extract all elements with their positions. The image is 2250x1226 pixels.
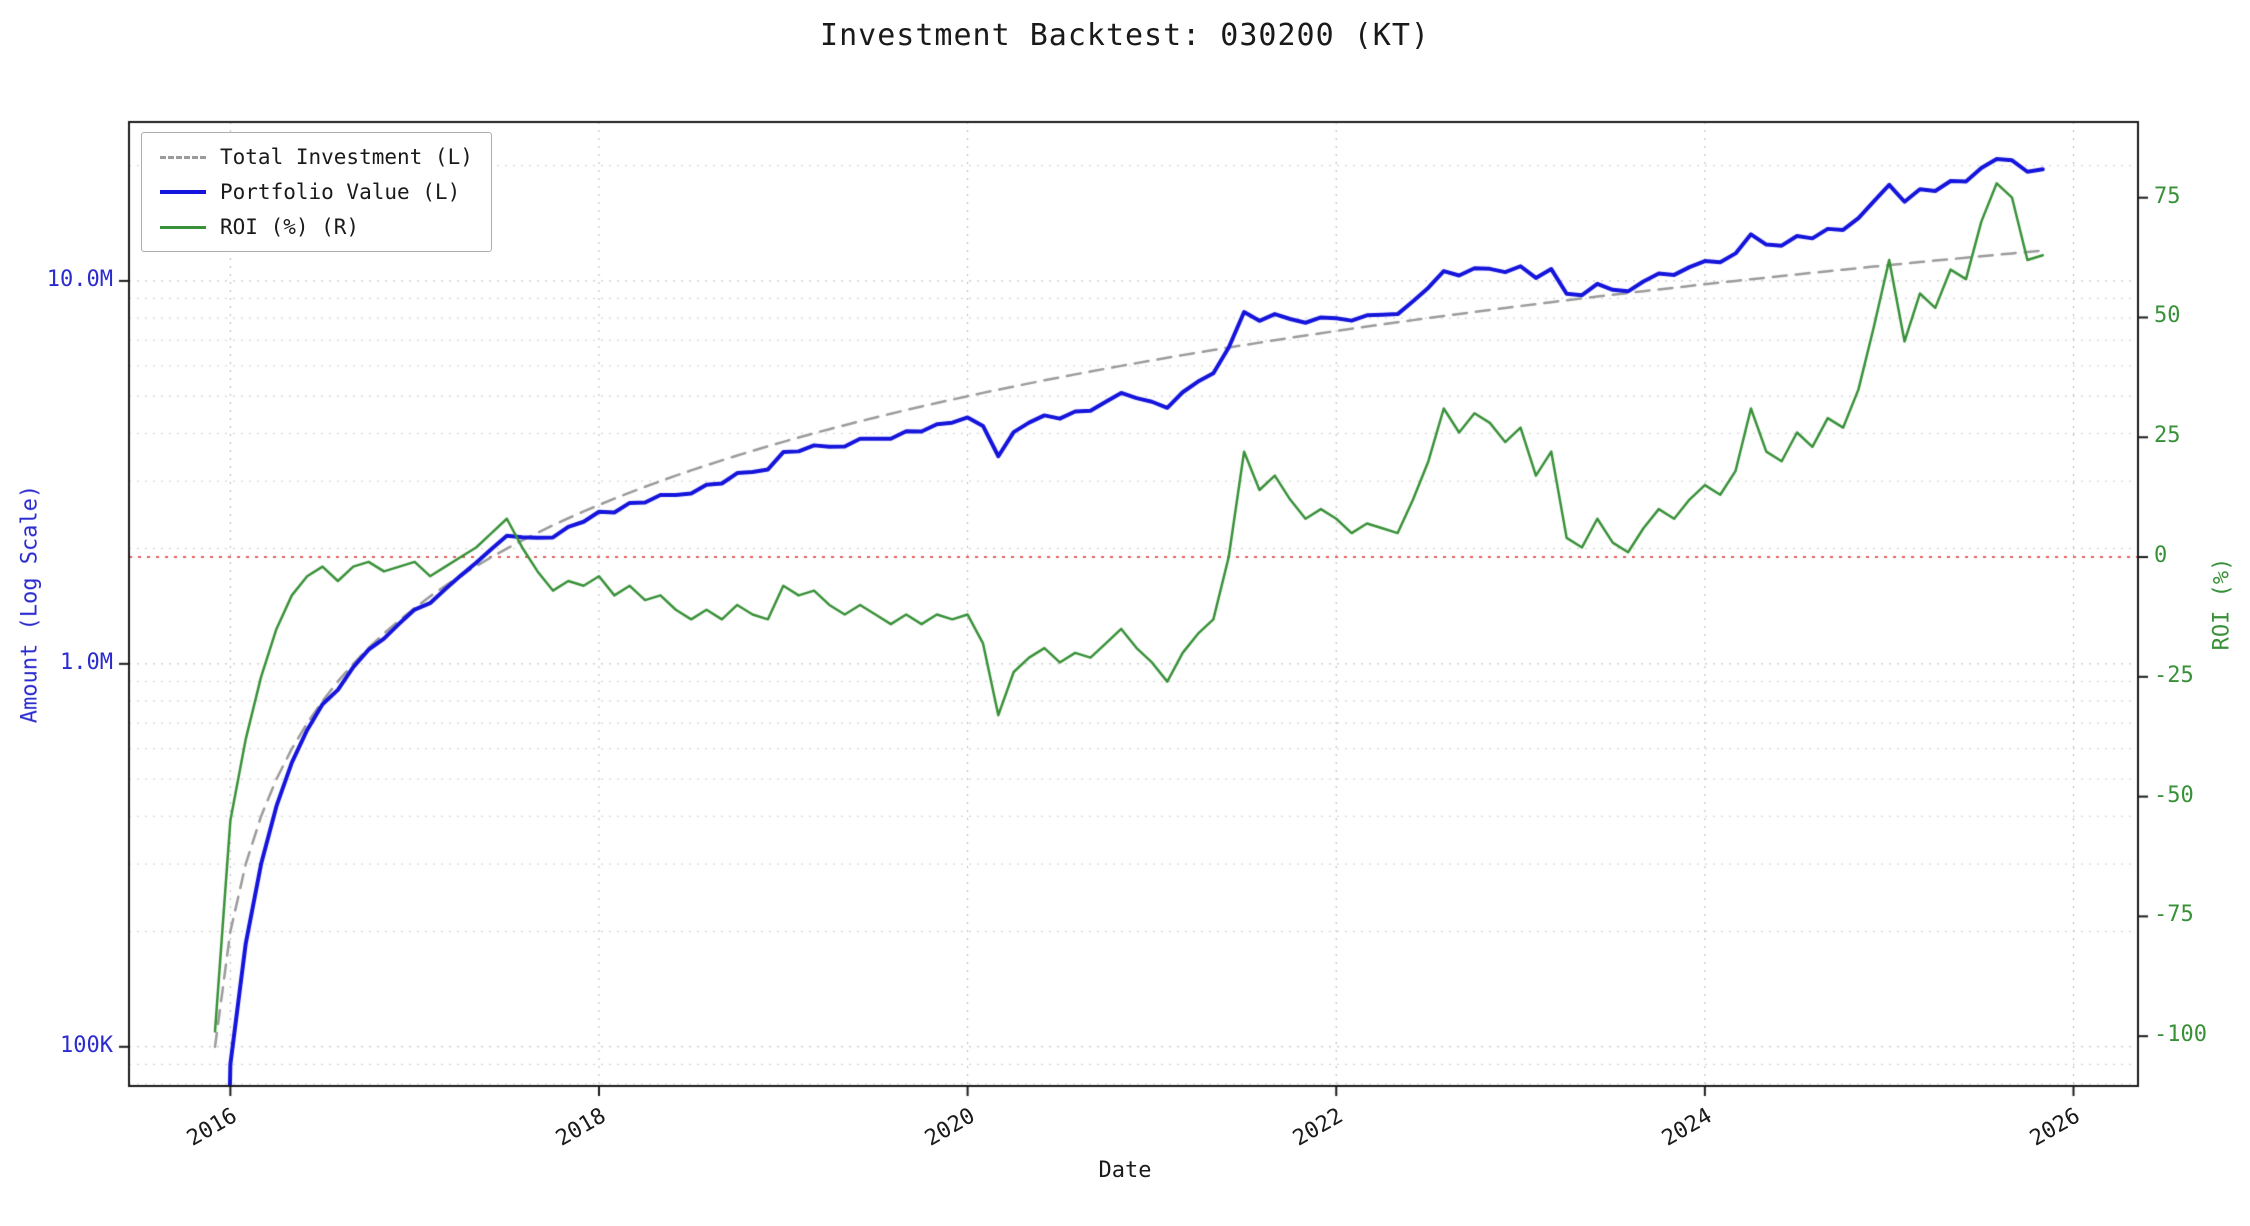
chart-title: Investment Backtest: 030200 (KT) bbox=[820, 18, 1430, 53]
y-tick-left-100K: 100K bbox=[60, 1032, 113, 1058]
y-tick-right-25: 25 bbox=[2154, 423, 2181, 449]
legend-swatch-total-investment-line bbox=[160, 155, 206, 159]
legend-label-total-investment: Total Investment (L) bbox=[220, 145, 473, 169]
y-tick-right-75: 75 bbox=[2154, 183, 2181, 209]
y-axis-label-right: ROI (%) bbox=[2209, 557, 2235, 651]
y-tick-right-50: 50 bbox=[2154, 303, 2181, 329]
y-tick-left-10.0M: 10.0M bbox=[46, 266, 113, 292]
y-tick-right--25: -25 bbox=[2154, 662, 2194, 688]
y-tick-right--100: -100 bbox=[2154, 1022, 2207, 1048]
legend-label-portfolio-value: Portfolio Value (L) bbox=[220, 180, 461, 204]
y-tick-left-1.0M: 1.0M bbox=[60, 649, 113, 675]
legend-item-total-investment: Total Investment (L) bbox=[160, 145, 473, 169]
legend-label-roi: ROI (%) (R) bbox=[220, 215, 360, 239]
y-axis-label-left: Amount (Log Scale) bbox=[17, 484, 43, 724]
legend-item-roi: ROI (%) (R) bbox=[160, 215, 473, 239]
legend-swatch-roi-line bbox=[160, 225, 206, 229]
legend: Total Investment (L) Portfolio Value (L)… bbox=[141, 132, 492, 252]
y-tick-right--50: -50 bbox=[2154, 782, 2194, 808]
y-tick-right-0: 0 bbox=[2154, 543, 2168, 569]
legend-item-portfolio-value: Portfolio Value (L) bbox=[160, 180, 473, 204]
x-axis-label: Date bbox=[1098, 1158, 1152, 1183]
y-tick-right--75: -75 bbox=[2154, 902, 2194, 928]
legend-swatch-portfolio-value-line bbox=[160, 190, 206, 194]
